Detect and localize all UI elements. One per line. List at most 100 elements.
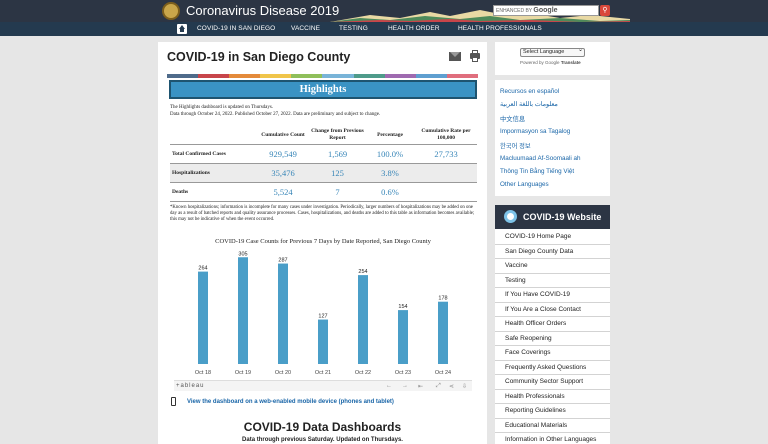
covid-menu-link[interactable]: Vaccine xyxy=(495,259,610,274)
translate-label[interactable]: Translate xyxy=(560,60,581,65)
highlights-table: Cumulative Count Change from Previous Re… xyxy=(170,126,477,202)
lang-link-arabic[interactable]: معلومات باللغة العربية xyxy=(500,101,558,108)
case-count-bar-chart[interactable]: 264 Oct 18 305 Oct 19 287 Oct 20 127 Oct 21 254 O… xyxy=(173,247,473,379)
covid-website-menu: COVID-19 Website COVID-19 Home Page San D… xyxy=(495,205,610,444)
section-subheading: Data through previous Saturday. Updated … xyxy=(242,437,403,443)
stripe-segment xyxy=(260,74,292,78)
covid-menu-link[interactable]: Face Coverings xyxy=(495,346,610,361)
covid-menu-link[interactable]: San Diego County Data xyxy=(495,245,610,259)
table-cell: 929,549 xyxy=(256,143,310,163)
section-heading: COVID-19 Data Dashboards xyxy=(243,420,402,434)
chart-x-tick-label: Oct 21 xyxy=(315,370,331,376)
language-resources: Recursos en español معلومات باللغة العرب… xyxy=(495,80,610,196)
chart-data-label: 287 xyxy=(278,258,287,264)
chart-title: COVID-19 Case Counts for Previous 7 Days… xyxy=(215,238,431,245)
covid-menu-link[interactable]: Frequently Asked Questions xyxy=(495,361,610,375)
table-cell: 35,476 xyxy=(256,162,310,182)
update-note-line1: The Highlights dashboard is updated on T… xyxy=(170,105,274,110)
lang-link-vietnamese[interactable]: Thông Tin Bằng Tiếng Việt xyxy=(500,168,575,175)
covid-menu-link[interactable]: Safe Reopening xyxy=(495,332,610,346)
table-cell: 27,733 xyxy=(415,143,477,163)
lang-link-korean[interactable]: 한국어 정보 xyxy=(500,143,531,150)
fullscreen-icon[interactable]: ⤢ xyxy=(436,383,441,389)
tableau-logo[interactable]: +ableau xyxy=(176,383,205,389)
chart-bar[interactable] xyxy=(278,263,288,364)
magnifier-icon: ⚲ xyxy=(602,7,608,14)
stripe-segment xyxy=(446,74,478,78)
chart-data-label: 154 xyxy=(398,304,407,310)
chart-x-tick-label: Oct 22 xyxy=(355,370,371,376)
row-label: Hospitalizations xyxy=(170,162,256,182)
mountain-banner-graphic xyxy=(330,10,630,22)
stripe-segment xyxy=(291,74,323,78)
stripe-segment xyxy=(167,74,199,78)
download-icon[interactable]: ⇩ xyxy=(462,384,468,390)
table-header: Cumulative Rate per 100,000 xyxy=(421,128,471,141)
covid-menu-header: COVID-19 Website xyxy=(495,205,610,229)
stripe-segment xyxy=(322,74,354,78)
update-note-line2: Data through October 24, 2022. Published… xyxy=(170,111,381,117)
nav-health-professionals[interactable]: HEALTH PROFESSIONALS xyxy=(458,25,542,32)
covid-menu-link[interactable]: Reporting Guidelines xyxy=(495,404,610,419)
home-icon[interactable] xyxy=(177,24,187,34)
row-label: Deaths xyxy=(170,181,256,202)
covid-menu-link[interactable]: Health Professionals xyxy=(495,390,610,404)
covid-menu-link[interactable]: Information in Other Languages xyxy=(495,433,610,444)
chart-bar[interactable] xyxy=(318,319,328,364)
color-stripe xyxy=(167,74,478,78)
powered-by-google: Powered by Google Translate xyxy=(520,60,581,65)
table-cell xyxy=(415,162,477,182)
covid-menu-title: COVID-19 Website xyxy=(523,212,602,222)
lang-link-somali[interactable]: Macluumaad Af-Soomaali ah xyxy=(500,155,581,162)
chart-data-label: 127 xyxy=(318,314,327,320)
search-input[interactable]: ENHANCED BY Google xyxy=(493,5,599,16)
search-button[interactable]: ⚲ xyxy=(600,5,610,16)
table-footnote: *Known hospitalizations; information is … xyxy=(170,205,475,222)
print-icon[interactable] xyxy=(470,50,480,62)
chart-bar[interactable] xyxy=(438,301,448,364)
nav-covid-in-san-diego[interactable]: COVID-19 IN SAN DIEGO xyxy=(197,25,276,32)
chart-bar[interactable] xyxy=(358,275,368,364)
nav-testing[interactable]: TESTING xyxy=(339,25,368,32)
virus-icon xyxy=(504,210,517,223)
chart-bar[interactable] xyxy=(238,257,248,364)
mobile-dashboard-link[interactable]: View the dashboard on a web-enabled mobi… xyxy=(187,399,394,405)
covid-menu-link[interactable]: Community Sector Support xyxy=(495,375,610,390)
page-title: COVID-19 in San Diego County xyxy=(167,50,351,64)
chart-bar[interactable] xyxy=(398,310,408,364)
row-label: Total Confirmed Cases xyxy=(170,143,256,163)
main-nav: COVID-19 IN SAN DIEGO VACCINE TESTING HE… xyxy=(0,22,768,36)
covid-menu-link[interactable]: Health Officer Orders xyxy=(495,317,610,332)
update-note: The Highlights dashboard is updated on T… xyxy=(170,105,470,118)
county-seal-icon[interactable] xyxy=(162,2,180,20)
nav-vaccine[interactable]: VACCINE xyxy=(291,25,321,32)
undo-icon[interactable]: ← xyxy=(386,383,392,389)
chart-data-label: 305 xyxy=(238,251,247,257)
lang-link-spanish[interactable]: Recursos en español xyxy=(500,88,560,95)
stripe-segment xyxy=(384,74,416,78)
lang-link-other[interactable]: Other Languages xyxy=(500,181,549,188)
table-cell: 125 xyxy=(310,162,365,182)
chart-bar[interactable] xyxy=(198,271,208,364)
email-icon[interactable] xyxy=(449,52,461,61)
chart-x-tick-label: Oct 19 xyxy=(235,370,251,376)
translate-widget: Select Language Powered by Google Transl… xyxy=(495,42,610,75)
lang-link-chinese[interactable]: 中文信息 xyxy=(500,116,526,123)
redo-icon[interactable]: → xyxy=(402,383,408,389)
share-icon[interactable]: ⋖ xyxy=(449,384,455,390)
table-cell: 100.0% xyxy=(365,143,415,163)
table-row: Hospitalizations 35,476 125 3.8% xyxy=(170,162,477,182)
covid-menu-link[interactable]: COVID-19 Home Page xyxy=(495,230,610,245)
main-content: COVID-19 in San Diego County Highlights … xyxy=(158,42,487,444)
table-cell: 1,569 xyxy=(310,143,365,163)
covid-menu-link[interactable]: If You Are a Close Contact xyxy=(495,303,610,317)
site-title[interactable]: Coronavirus Disease 2019 xyxy=(186,3,340,18)
lang-link-tagalog[interactable]: Impormasyon sa Tagalog xyxy=(500,128,571,135)
nav-health-order[interactable]: HEALTH ORDER xyxy=(388,25,440,32)
covid-menu-link[interactable]: Educational Materials xyxy=(495,419,610,433)
language-select[interactable]: Select Language xyxy=(520,47,585,57)
covid-menu-link[interactable]: Testing xyxy=(495,274,610,288)
revert-icon[interactable]: ⇤ xyxy=(418,384,424,390)
covid-menu-link[interactable]: If You Have COVID-19 xyxy=(495,288,610,303)
table-cell xyxy=(415,181,477,202)
